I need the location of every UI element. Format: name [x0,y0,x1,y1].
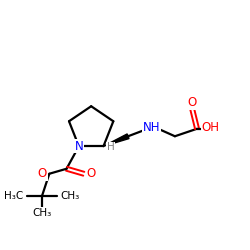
Text: CH₃: CH₃ [60,191,80,201]
Text: O: O [86,167,96,180]
Text: NH: NH [143,121,160,134]
Text: O: O [38,167,47,180]
Text: CH₃: CH₃ [32,208,52,218]
Text: O: O [188,96,197,109]
Text: H: H [106,142,114,152]
Text: OH: OH [202,121,220,134]
Polygon shape [104,134,129,146]
Text: H₃C: H₃C [4,191,24,201]
Text: N: N [74,140,83,153]
